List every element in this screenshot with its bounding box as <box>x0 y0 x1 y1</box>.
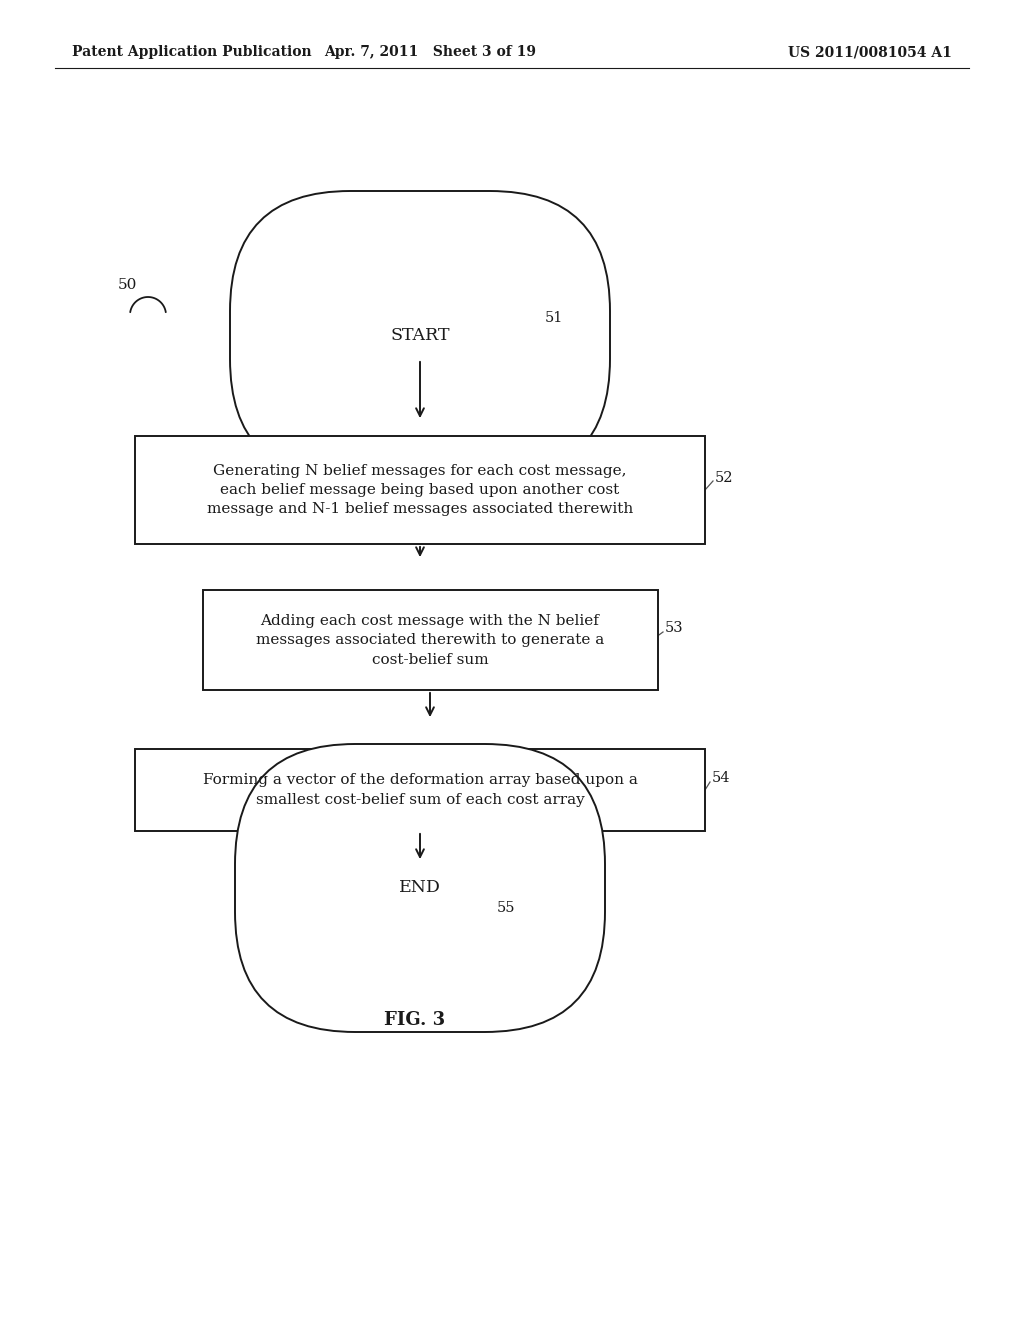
Text: 50: 50 <box>118 279 137 292</box>
Text: 55: 55 <box>497 902 515 915</box>
FancyBboxPatch shape <box>234 744 605 1032</box>
Text: Adding each cost message with the N belief
messages associated therewith to gene: Adding each cost message with the N beli… <box>256 614 604 667</box>
FancyBboxPatch shape <box>230 191 610 479</box>
Text: Forming a vector of the deformation array based upon a
smallest cost-belief sum : Forming a vector of the deformation arra… <box>203 774 637 807</box>
Text: Generating N belief messages for each cost message,
each belief message being ba: Generating N belief messages for each co… <box>207 463 633 516</box>
Text: FIG. 3: FIG. 3 <box>384 1011 445 1030</box>
Text: Apr. 7, 2011   Sheet 3 of 19: Apr. 7, 2011 Sheet 3 of 19 <box>324 45 536 59</box>
Text: END: END <box>399 879 441 896</box>
Text: 54: 54 <box>712 771 730 785</box>
Text: 51: 51 <box>545 312 563 325</box>
Text: START: START <box>390 326 450 343</box>
Text: US 2011/0081054 A1: US 2011/0081054 A1 <box>788 45 952 59</box>
Bar <box>203 590 657 690</box>
Text: 53: 53 <box>665 620 684 635</box>
Text: Patent Application Publication: Patent Application Publication <box>72 45 311 59</box>
Bar <box>135 436 705 544</box>
Text: 52: 52 <box>715 471 733 484</box>
Bar <box>135 748 705 832</box>
